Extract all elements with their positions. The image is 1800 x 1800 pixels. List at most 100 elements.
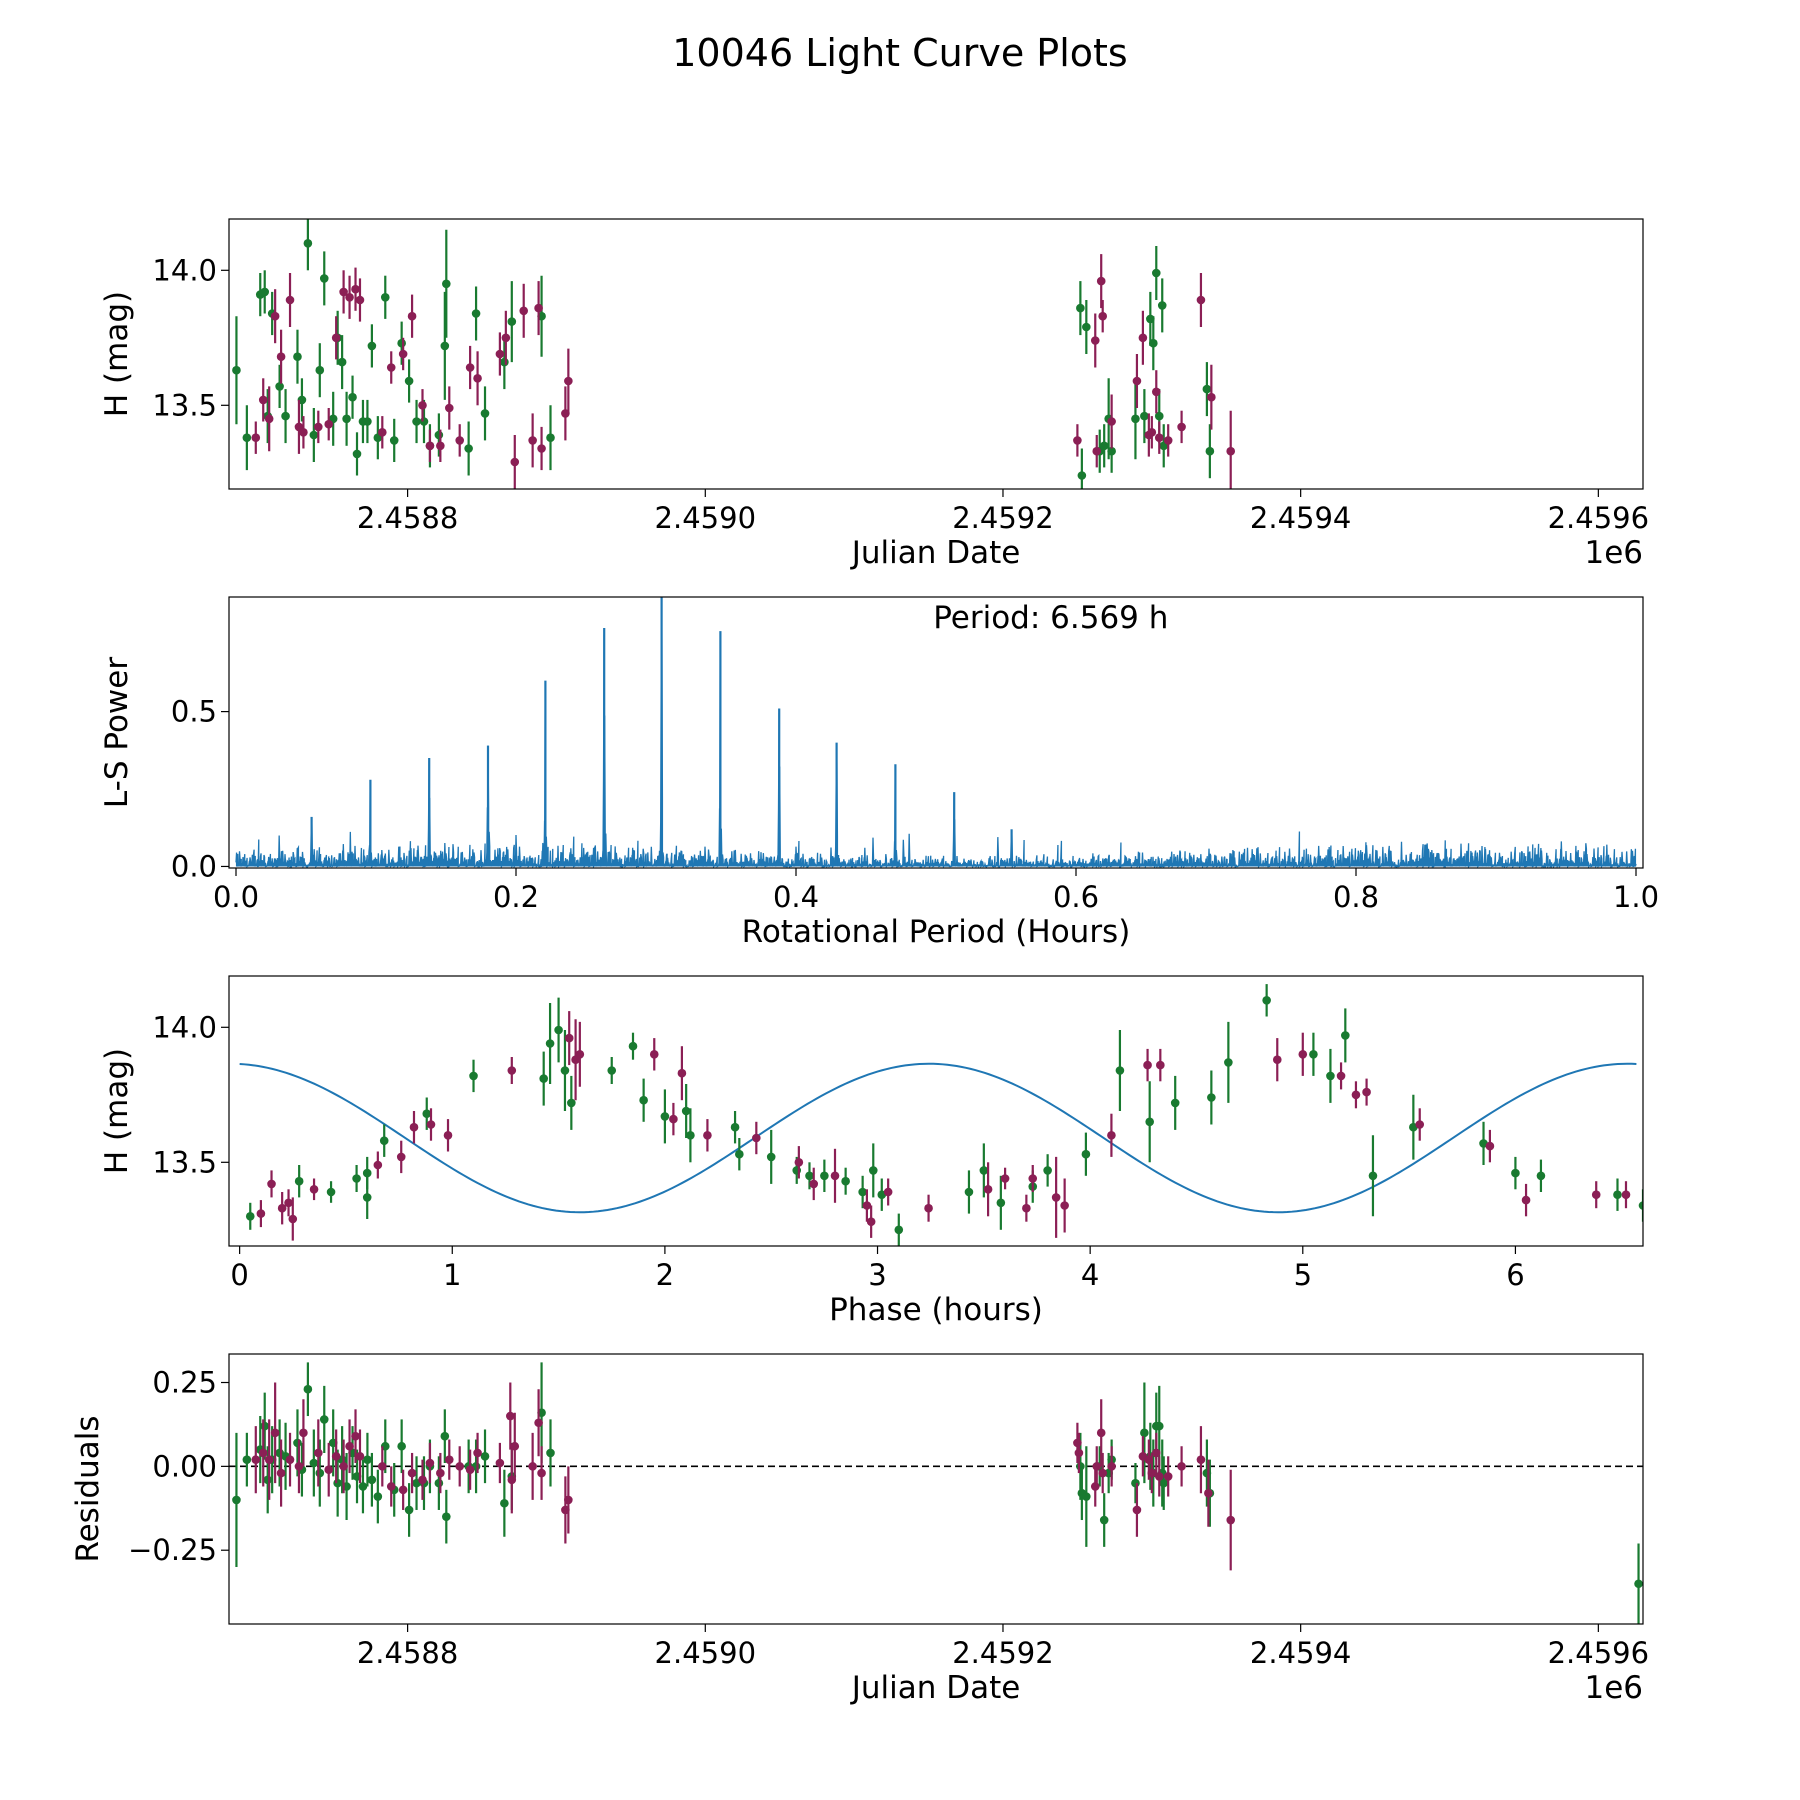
data-point [1043,1166,1052,1175]
data-point [1107,417,1116,426]
data-point [1149,338,1158,348]
data-point [276,1468,286,1478]
data-point [480,409,490,418]
data-point [686,1131,695,1140]
data-point [319,1415,329,1424]
data-point [326,1187,336,1197]
data-point [232,1495,241,1505]
data-point [444,403,454,413]
data-point [1634,1579,1643,1589]
y-tick-label: 14.0 [152,1010,217,1044]
data-point [1132,1505,1142,1515]
data-point [352,449,362,459]
data-point [339,287,348,297]
data-point [546,1448,555,1458]
y-tick-label: 13.5 [152,1145,217,1179]
axes-frame [228,1353,1644,1625]
data-point [1196,1455,1206,1464]
data-point [1202,384,1212,394]
data-point [398,349,408,359]
data-point [331,333,341,343]
data-point [1115,1066,1125,1075]
series-purple [251,254,1236,489]
data-point [1076,303,1085,313]
data-point [539,1074,548,1083]
data-point [315,365,325,375]
data-point [442,279,451,289]
x-tick-label: 2.4590 [655,501,756,535]
data-point [367,341,377,351]
data-point [1204,1488,1213,1498]
y-axis-label: Residuals [70,1415,106,1562]
phased-lightcurve-panel: 0 1 2 3 4 5 6 13.5 14.0 Phase (hours) H (mag) [99,975,1644,1328]
data-point [418,401,427,410]
axes-frame [228,218,1644,490]
data-point [275,382,284,391]
x-tick-label: 2.4596 [1548,1636,1649,1670]
data-point [1143,1060,1152,1070]
data-point [276,352,286,362]
data-point [1157,301,1167,310]
data-point [1147,428,1157,437]
data-point [309,1458,319,1468]
data-point [397,1441,406,1451]
data-point [258,395,268,405]
data-point [681,1106,691,1116]
data-point [455,1462,465,1471]
data-point [1336,1071,1346,1081]
data-point [314,422,323,432]
data-point [1177,422,1186,432]
data-point [567,1098,576,1108]
x-tick-label: 0.4 [773,880,819,914]
data-point [303,1384,313,1394]
x-axis-label: Julian Date [850,535,1021,571]
data-point [342,414,351,424]
data-point [1051,1193,1061,1202]
data-point [1022,1203,1031,1213]
data-point [434,1478,444,1488]
data-point [260,1421,270,1431]
data-point [534,1418,543,1428]
data-point [507,317,517,326]
series-green [245,984,1643,1246]
data-point [894,1225,904,1235]
residuals-panel: 2.4588 2.4590 2.4592 2.4594 2.4596 0.25 0.00 −0… [70,1353,1649,1706]
x-tick-label: 0.0 [213,880,259,914]
data-point [1362,1087,1371,1097]
data-point [1107,1131,1116,1140]
data-point [436,441,445,451]
data-point [314,1448,323,1458]
data-point [363,417,372,426]
x-tick-label: 2.4596 [1548,501,1649,535]
data-point [805,1171,814,1181]
data-point [442,1512,451,1521]
data-point [1140,1428,1149,1438]
plot-area [229,1362,1643,1624]
axes-frame [228,596,1644,869]
data-point [501,333,511,343]
data-point [1092,446,1102,456]
data-point [396,1152,406,1162]
data-point [510,1441,520,1451]
data-point [293,352,302,362]
data-point [564,1495,573,1505]
data-point [1107,1462,1116,1471]
x-tick-label: 0.6 [1053,880,1099,914]
data-point [469,1071,478,1081]
data-point [270,1428,280,1438]
x-tick-label: 0.8 [1333,880,1379,914]
data-point [1096,276,1106,286]
x-tick-label: 0.2 [493,880,539,914]
y-tick-label: 14.0 [152,253,217,287]
data-point [1096,1428,1106,1438]
data-point [1082,1492,1091,1501]
data-point [412,417,421,426]
data-point [242,433,252,443]
data-point [251,1455,261,1464]
periodogram-line [235,623,1637,868]
x-tick-label: 1.0 [1613,880,1659,914]
data-point [465,363,475,372]
plot-area [232,219,1236,489]
data-point [324,419,334,429]
